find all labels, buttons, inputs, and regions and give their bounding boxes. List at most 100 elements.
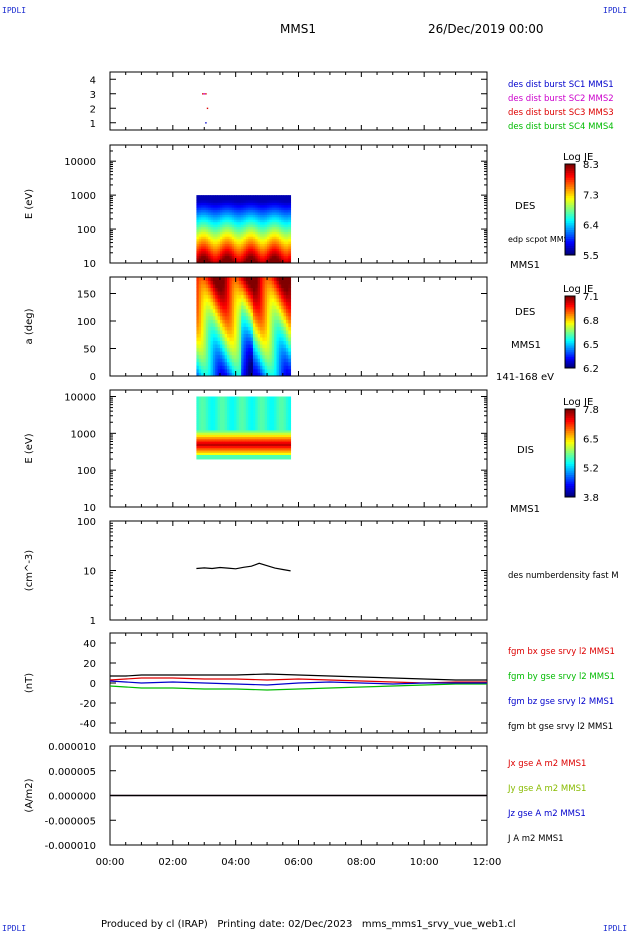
des-energy-spectrogram-cell <box>274 195 277 198</box>
dis-energy-spectrogram-cell <box>255 441 259 444</box>
dis-energy-spectrogram-cell <box>241 450 244 453</box>
des-pitch-spectrogram-cell <box>274 277 277 281</box>
dis-energy-colorbar-cell <box>565 488 575 491</box>
dis-energy-spectrogram-cell <box>205 447 209 451</box>
des-energy-spectrogram-cell <box>267 236 270 240</box>
dis-energy-spectrogram-cell <box>205 438 209 442</box>
dis-energy-spectrogram-cell <box>234 418 237 422</box>
des-energy-spectrogram-cell <box>208 255 211 259</box>
des-pitch-spectrogram-cell <box>264 319 268 324</box>
dis-energy-spectrogram-cell <box>288 398 292 402</box>
dis-energy-spectrogram-cell <box>274 412 277 415</box>
dis-energy-spectrogram-cell <box>236 436 240 440</box>
des-energy-spectrogram-cell <box>203 207 207 211</box>
des-energy-spectrogram-cell <box>227 224 230 228</box>
dis-energy-spectrogram-cell <box>217 425 221 429</box>
des-pitch-spectrogram-cell <box>260 312 263 317</box>
des-pitch-spectrogram-cell <box>260 333 263 338</box>
des-pitch-spectrogram-cell <box>208 337 211 342</box>
des-pitch-spectrogram-cell <box>229 361 233 366</box>
des-pitch-spectrogram-cell <box>245 312 249 317</box>
des-pitch-spectrogram-cell <box>243 358 247 363</box>
dis-energy-spectrogram-cell <box>288 405 292 409</box>
des-pitch-spectrogram-cell <box>283 330 287 334</box>
des-pitch-spectrogram-cell <box>245 291 249 296</box>
des-pitch-spectrogram-cell <box>229 358 233 363</box>
des-pitch-spectrogram-cell <box>205 280 209 285</box>
des-energy-spectrogram-cell <box>215 258 219 261</box>
dis-energy-spectrogram-cell <box>222 418 226 422</box>
des-pitch-spectrogram-cell <box>210 319 214 324</box>
des-energy-spectrogram-cell <box>252 231 256 235</box>
des-energy-spectrogram-cell <box>267 204 270 208</box>
dis-energy-spectrogram-cell <box>212 416 216 420</box>
des-pitch-spectrogram-cell <box>215 351 219 356</box>
des-pitch-spectrogram-cell <box>215 322 219 327</box>
des-energy-spectrogram-cell <box>231 219 235 223</box>
des-pitch-spectrogram-cell <box>217 312 221 317</box>
des-pitch-spectrogram-cell <box>241 340 244 345</box>
dis-energy-spectrogram-cell <box>234 414 237 418</box>
dis-energy-spectrogram-cell <box>281 418 284 422</box>
dis-energy-spectrogram-cell <box>205 436 209 440</box>
des-energy-spectrogram-cell <box>215 243 219 247</box>
dis-energy-colorbar-title: Log JE <box>563 397 593 408</box>
dis-energy-spectrogram-cell <box>281 447 284 451</box>
des-pitch-spectrogram-cell <box>196 287 200 292</box>
dis-energy-spectrogram-cell <box>269 398 273 402</box>
des-energy-spectrogram-cell <box>248 207 251 211</box>
des-pitch-spectrogram-cell <box>271 337 275 342</box>
des-pitch-spectrogram-cell <box>234 315 237 320</box>
des-pitch-spectrogram-cell <box>248 365 251 370</box>
dis-energy-spectrogram-cell <box>250 407 254 411</box>
des-energy-spectrogram-cell <box>201 226 204 230</box>
des-pitch-spectrogram-cell <box>252 291 256 296</box>
des-energy-spectrogram-cell <box>278 253 282 257</box>
dis-energy-spectrogram-cell <box>212 452 216 456</box>
des-energy-spectrogram-cell <box>276 214 280 218</box>
dis-energy-spectrogram-cell <box>208 430 211 433</box>
dis-energy-spectrogram-cell <box>222 421 226 424</box>
des-energy-spectrogram-cell <box>215 233 219 237</box>
dis-energy-spectrogram-cell <box>285 421 289 424</box>
des-energy-spectrogram-cell <box>217 207 221 211</box>
des-pitch-spectrogram-cell <box>260 294 263 299</box>
des-energy-spectrogram-cell <box>219 207 223 211</box>
des-pitch-spectrogram-cell <box>269 308 273 313</box>
des-pitch-spectrogram-cell <box>262 365 266 370</box>
dis-energy-spectrogram-cell <box>255 403 259 406</box>
des-energy-spectrogram-cell <box>274 226 277 230</box>
des-energy-spectrogram-cell <box>234 219 237 223</box>
dis-energy-spectrogram-cell <box>212 414 216 418</box>
dis-energy-spectrogram-cell <box>217 398 221 402</box>
des-pitch-spectrogram-cell <box>205 361 209 366</box>
des-pitch-spectrogram-cell <box>264 287 268 292</box>
dis-energy-spectrogram-cell <box>212 443 216 447</box>
des-pitch-spectrogram-cell <box>229 347 233 352</box>
des-pitch-spectrogram-cell <box>241 361 244 366</box>
dis-energy-spectrogram-cell <box>264 400 268 404</box>
dis-energy-spectrogram-cell <box>278 438 282 442</box>
des-pitch-spectrogram-cell <box>219 277 223 281</box>
des-energy-spectrogram-cell <box>274 209 277 213</box>
des-pitch-spectrogram-cell <box>248 277 251 281</box>
des-energy-spectrogram-cell <box>255 233 259 237</box>
des-pitch-spectrogram-cell <box>224 294 228 299</box>
dis-energy-spectrogram-cell <box>264 396 268 400</box>
des-pitch-spectrogram-cell <box>285 280 289 285</box>
des-pitch-spectrogram-cell <box>269 340 273 345</box>
des-pitch-spectrogram-cell <box>229 330 233 334</box>
dis-energy-spectrogram-cell <box>208 434 211 438</box>
dis-energy-spectrogram-cell <box>255 436 259 440</box>
dis-energy-spectrogram-cell <box>262 414 266 418</box>
des-pitch-spectrogram-cell <box>203 280 207 285</box>
dis-energy-spectrogram-cell <box>219 452 223 456</box>
des-pitch-spectrogram-cell <box>229 340 233 345</box>
des-energy-spectrogram-cell <box>212 255 216 259</box>
des-energy-spectrogram-cell <box>245 212 249 215</box>
dis-energy-spectrogram-cell <box>285 427 289 431</box>
burst-legend-entry: des dist burst SC3 MMS3 <box>508 108 614 118</box>
dis-energy-spectrogram-cell <box>208 416 211 420</box>
des-pitch-spectrogram-cell <box>208 326 211 331</box>
des-energy-spectrogram-cell <box>212 219 216 223</box>
